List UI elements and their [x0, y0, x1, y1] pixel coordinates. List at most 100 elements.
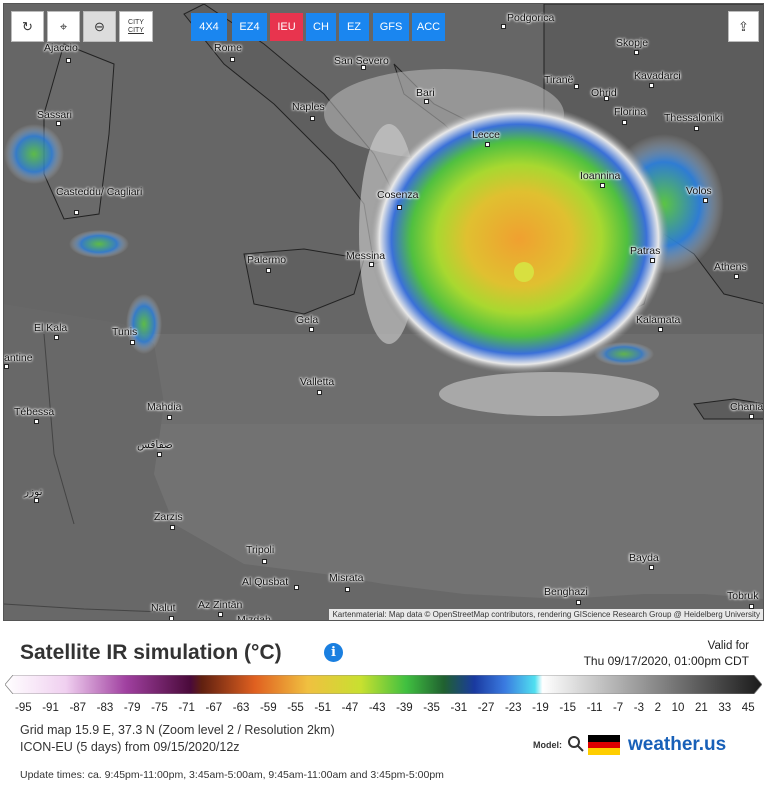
hd-search-icon[interactable]	[566, 734, 588, 756]
city-label: Tobruk	[727, 590, 759, 602]
city-label: Naples	[292, 101, 325, 113]
scale-tick-label: -91	[42, 702, 59, 714]
scale-tick-label: -19	[532, 702, 549, 714]
city-label: Kalamata	[636, 314, 681, 326]
color-scale-bar	[5, 675, 762, 694]
model-button-ez[interactable]: EZ	[339, 13, 369, 41]
model-button-ieu[interactable]: IEU	[270, 13, 303, 41]
city-label: Al Qusbat	[242, 576, 289, 588]
share-button[interactable]: ⇪	[728, 11, 759, 42]
info-icon[interactable]: i	[324, 643, 343, 662]
city-marker	[369, 262, 374, 267]
city-label: Podgorica	[507, 12, 555, 24]
city-marker	[501, 24, 506, 29]
model-button-4x4[interactable]: 4X4	[191, 13, 227, 41]
city-label: Bayda	[629, 552, 659, 564]
city-marker	[361, 65, 366, 70]
map-attribution: Kartenmaterial: Map data © OpenStreetMap…	[329, 609, 763, 620]
scale-tick-label: -87	[69, 702, 87, 714]
model-button-acc[interactable]: ACC	[412, 13, 445, 41]
city-label: Bari	[416, 87, 435, 99]
refresh-button[interactable]: ↻	[11, 11, 44, 42]
city-label: antine	[4, 352, 33, 364]
city-label: Palermo	[247, 254, 287, 266]
city-marker	[170, 525, 175, 530]
city-marker	[345, 587, 350, 592]
location-button[interactable]: ⌖	[47, 11, 80, 42]
city-label: Florina	[614, 106, 647, 118]
map-background	[4, 4, 763, 620]
city-label: Chania	[730, 401, 764, 413]
model-button-ch[interactable]: CH	[306, 13, 336, 41]
city-label: Cosenza	[377, 189, 419, 201]
valid-date: Thu 09/17/2020, 01:00pm CDT	[583, 654, 749, 668]
city-marker	[34, 498, 39, 503]
city-label: Casteddu/ Cagliari	[56, 186, 143, 198]
city-label: San Severo	[334, 55, 389, 67]
city-marker	[485, 142, 490, 147]
scale-tick-label: 33	[718, 702, 732, 714]
city-label: Benghazi	[544, 586, 588, 598]
valid-for-label: Valid for	[707, 640, 749, 652]
city-marker	[634, 50, 639, 55]
city-label: Tiranë	[544, 74, 574, 86]
city-marker	[658, 327, 663, 332]
scale-tick-label: -11	[586, 702, 603, 714]
scale-tick-label: -83	[96, 702, 114, 714]
city-marker	[749, 414, 754, 419]
city-label: Misrata	[329, 572, 364, 584]
refresh-icon: ↻	[22, 18, 33, 34]
city-label: Ioannina	[580, 170, 621, 182]
city-label: صفاقس	[137, 439, 173, 451]
city-marker	[317, 390, 322, 395]
city-label: Lecce	[472, 129, 501, 141]
scale-tick-label: 45	[741, 702, 755, 714]
city-label: Nalut	[151, 602, 176, 614]
zoom-out-icon: ⊖	[94, 18, 105, 34]
satellite-map[interactable]: ↻ ⌖ ⊖ CITY CITY 4X4 EZ4 IEU CH EZ GFS ACC ⇪ Aj…	[3, 3, 764, 621]
city-label: Ajaccio	[44, 42, 78, 54]
scale-tick-label: 2	[654, 702, 662, 714]
city-marker	[600, 183, 605, 188]
scale-tick-label: -3	[633, 702, 645, 714]
scale-tick-label: 21	[695, 702, 708, 714]
scale-tick-label: -67	[205, 702, 223, 714]
legend-title: Satellite IR simulation (°C)	[20, 641, 282, 664]
scale-tick-label: -59	[259, 702, 277, 714]
city-marker	[576, 600, 581, 605]
city-marker	[169, 616, 174, 620]
city-label: Gela	[296, 314, 319, 326]
scale-tick-label: -71	[178, 702, 195, 714]
city-label: Sassari	[37, 109, 73, 121]
city-label: Mizdah	[237, 614, 271, 621]
city-marker	[54, 335, 59, 340]
city-label: Patras	[630, 245, 661, 257]
scale-tick-label: -27	[477, 702, 495, 714]
scale-tick-label: -51	[314, 702, 332, 714]
city-label: Volos	[686, 185, 712, 197]
scale-tick-label: -23	[504, 702, 522, 714]
brand-logo[interactable]: weather.us	[628, 734, 727, 755]
city-label: Kavadarci	[634, 70, 681, 82]
city-marker	[649, 565, 654, 570]
city-marker	[694, 126, 699, 131]
city-marker	[56, 121, 61, 126]
city-toggle-button[interactable]: CITY CITY	[119, 11, 153, 42]
city-marker	[574, 84, 579, 89]
model-button-gfs[interactable]: GFS	[373, 13, 409, 41]
city-marker	[294, 585, 299, 590]
city-marker	[66, 58, 71, 63]
city-label: Ohrid	[591, 87, 617, 99]
scale-tick-label: 10	[671, 702, 685, 714]
germany-flag-icon	[588, 735, 620, 755]
scale-tick-label: -79	[123, 702, 141, 714]
city-label: Tunis	[112, 326, 138, 338]
scale-tick-label: -15	[559, 702, 576, 714]
city-marker	[34, 419, 39, 424]
city-label: Rome	[214, 42, 243, 54]
city-marker	[262, 559, 267, 564]
model-button-ez4[interactable]: EZ4	[232, 13, 267, 41]
update-times: Update times: ca. 9:45pm-11:00pm, 3:45am…	[20, 769, 444, 781]
pin-icon: ⌖	[59, 18, 68, 34]
zoom-button[interactable]: ⊖	[83, 11, 116, 42]
